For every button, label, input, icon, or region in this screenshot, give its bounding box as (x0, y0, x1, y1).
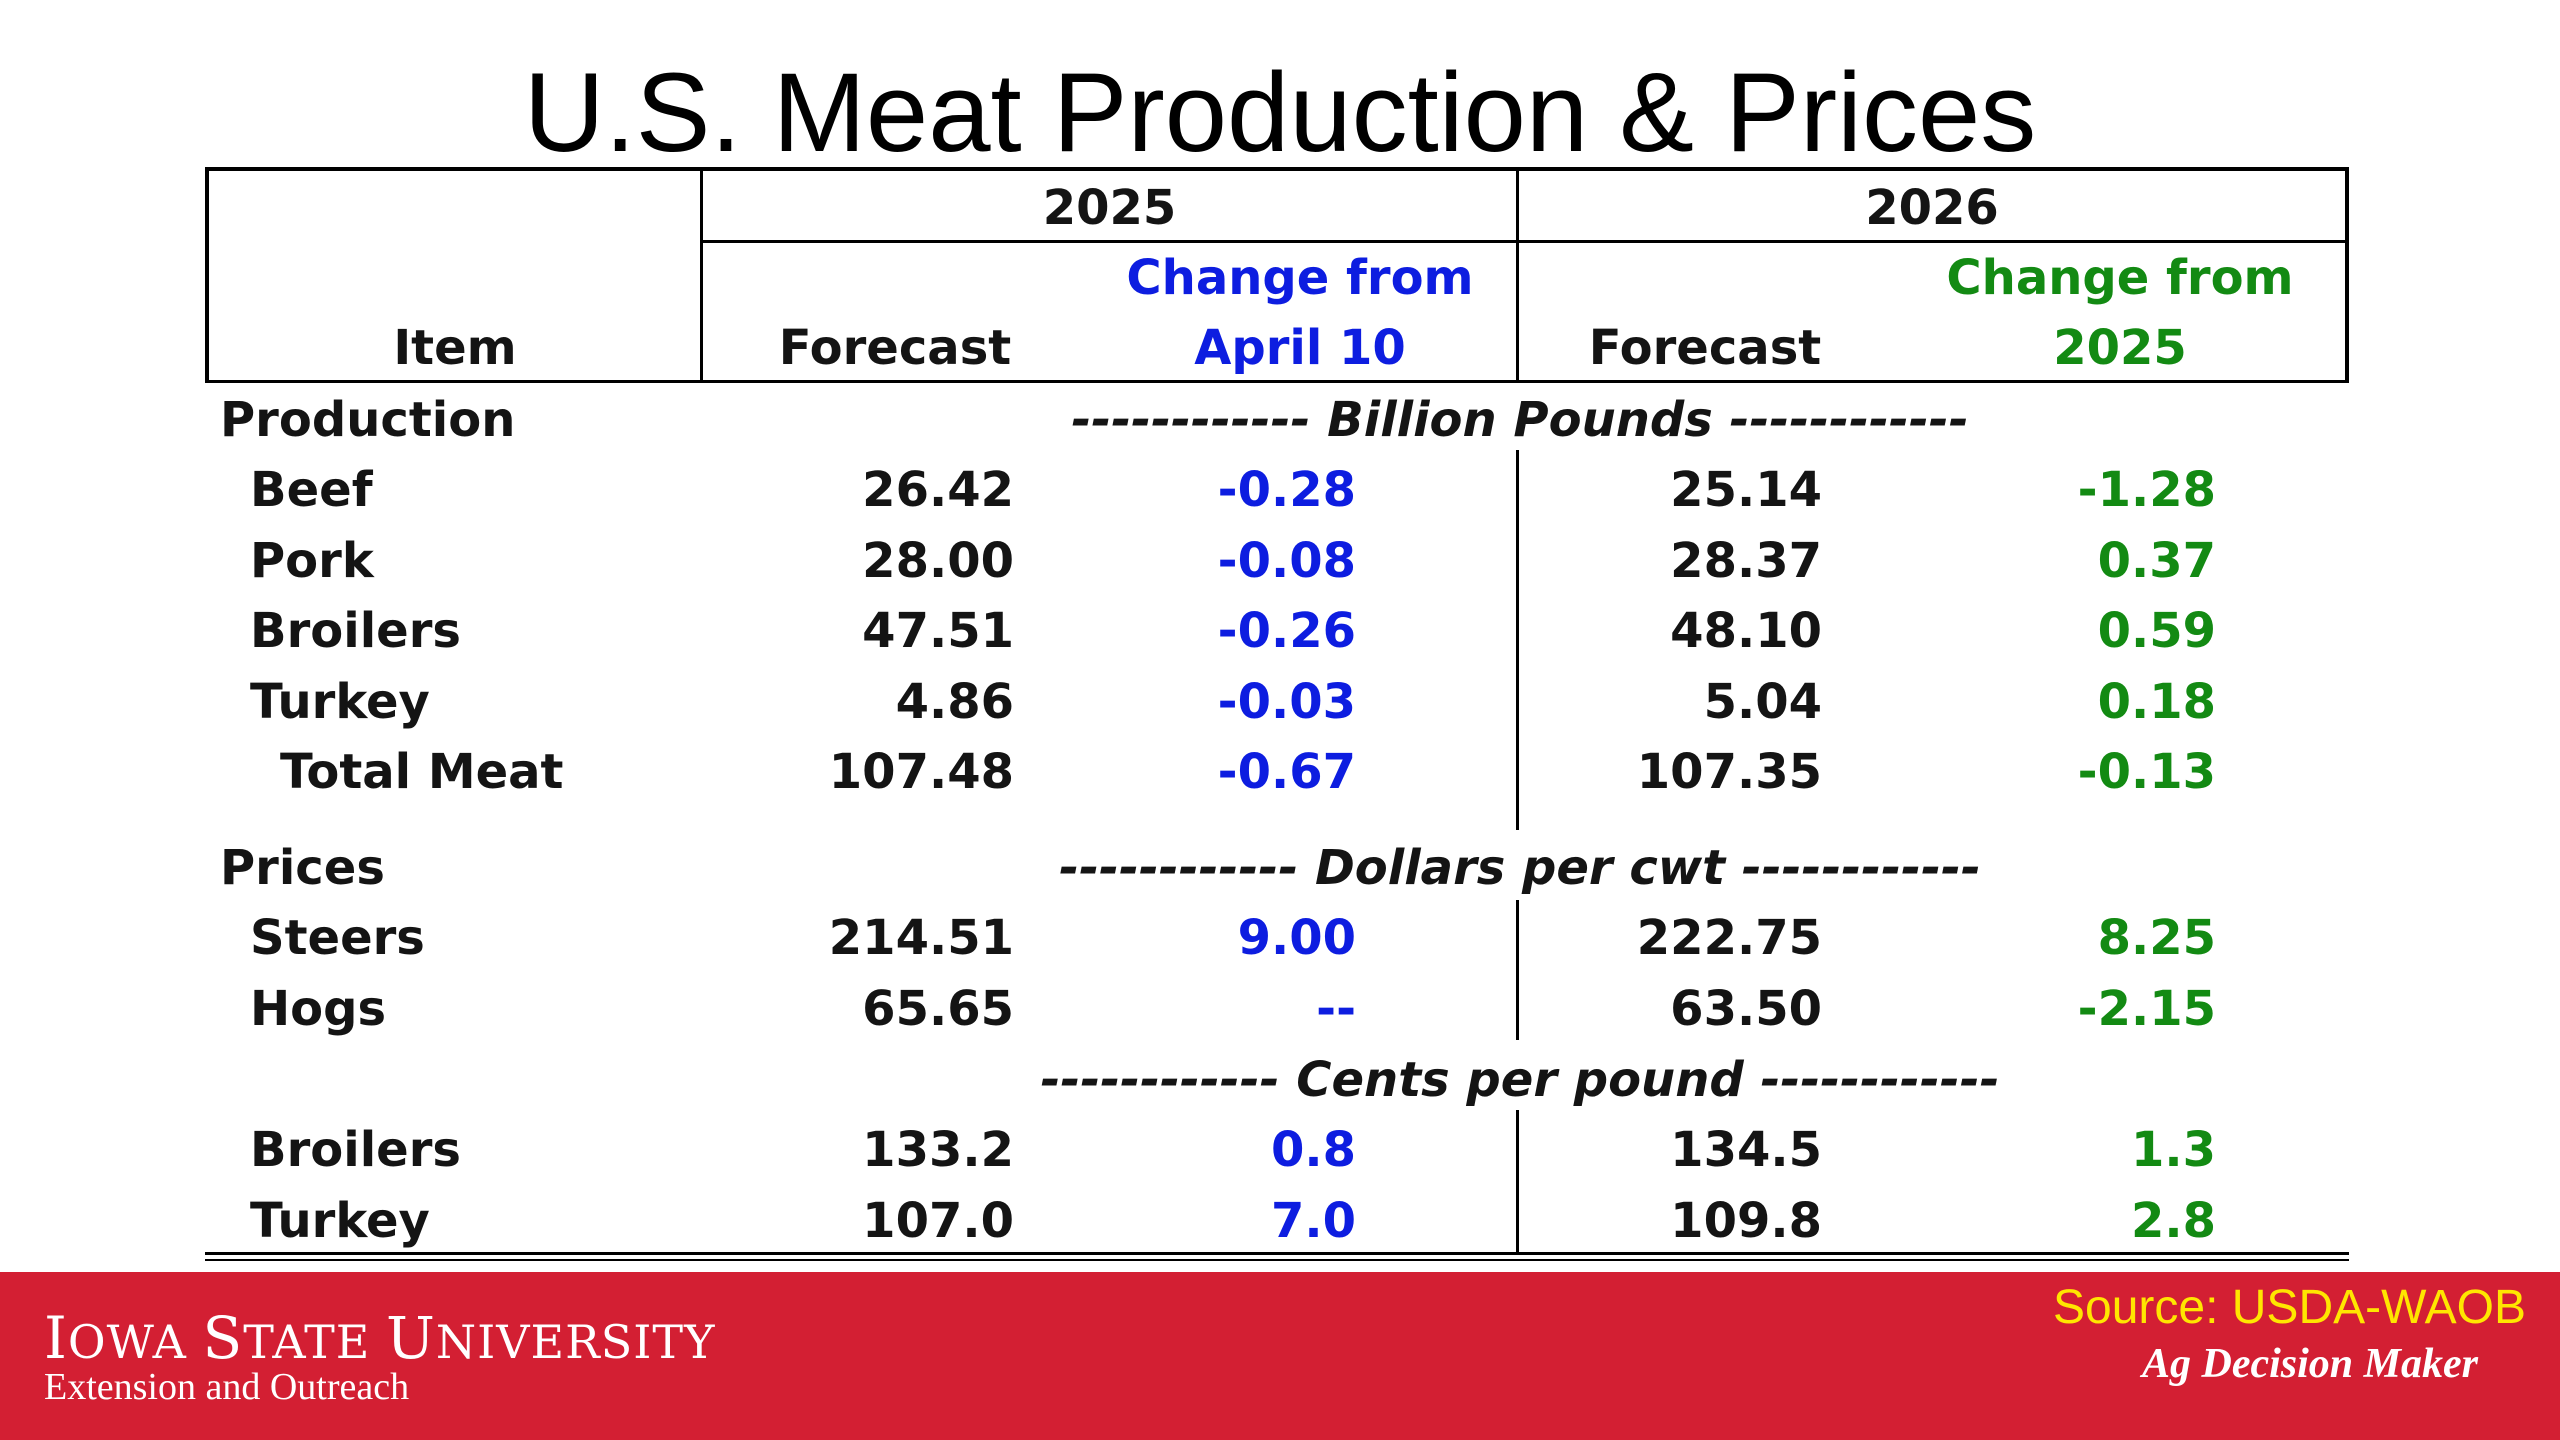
header-year-2025: 2025 (1042, 180, 1177, 236)
row-change-2026: 0.18 (2097, 674, 2216, 730)
header-left-border (205, 167, 209, 383)
row-forecast-2026: 63.50 (1670, 981, 1822, 1037)
header-item: Item (393, 320, 517, 376)
row-change-2025: -- (1316, 981, 1356, 1037)
row-change-2026: -0.13 (2077, 744, 2216, 800)
table-bottom-border-2 (205, 1259, 2349, 1261)
row-change-2026: 2.8 (2130, 1193, 2216, 1249)
section-dollars-unit: ------------ Dollars per cwt -----------… (1059, 840, 1981, 896)
header-divider-years (1516, 167, 1519, 383)
section-prices: Prices (220, 840, 385, 896)
header-right-border (2345, 167, 2349, 383)
table-top-border (205, 167, 2349, 171)
row-change-2025: -0.28 (1217, 462, 1356, 518)
row-forecast-2025: 107.48 (828, 744, 1014, 800)
header-year-2026: 2026 (1865, 180, 1999, 236)
university-name: IOWA STATE UNIVERSITY (44, 1304, 716, 1372)
body-divider-1 (1516, 450, 1519, 830)
row-forecast-2025: 214.51 (828, 910, 1014, 966)
footer-bar: IOWA STATE UNIVERSITY Extension and Outr… (0, 1272, 2560, 1440)
row-item: Beef (250, 462, 373, 518)
row-forecast-2025: 4.86 (895, 674, 1014, 730)
row-item: Pork (250, 533, 374, 589)
header-forecast-2026: Forecast (1588, 320, 1822, 376)
row-change-2025: -0.67 (1217, 744, 1356, 800)
row-forecast-2025: 107.0 (862, 1193, 1014, 1249)
row-change-2026: 8.25 (2097, 910, 2216, 966)
header-change-2026-line1: Change from (1946, 250, 2294, 306)
section-cents-unit: ------------ Cents per pound -----------… (1040, 1052, 2000, 1108)
row-change-2025: 7.0 (1270, 1193, 1356, 1249)
row-forecast-2025: 133.2 (862, 1122, 1014, 1178)
row-change-2025: -0.08 (1217, 533, 1356, 589)
table-bottom-border-1 (205, 1252, 2349, 1255)
row-forecast-2025: 26.42 (862, 462, 1014, 518)
row-forecast-2026: 222.75 (1636, 910, 1822, 966)
row-forecast-2026: 28.37 (1670, 533, 1822, 589)
row-forecast-2026: 5.04 (1703, 674, 1822, 730)
header-change-2025-line2: April 10 (1194, 320, 1406, 376)
row-forecast-2026: 107.35 (1636, 744, 1822, 800)
row-item: Steers (250, 910, 425, 966)
row-item: Total Meat (280, 744, 564, 800)
page-title: U.S. Meat Production & Prices (523, 50, 2037, 175)
row-forecast-2025: 28.00 (862, 533, 1014, 589)
row-item: Turkey (250, 674, 430, 730)
row-change-2025: -0.26 (1217, 603, 1356, 659)
header-bottom-border (205, 380, 2349, 383)
row-item: Broilers (250, 1122, 461, 1178)
body-divider-3 (1516, 1110, 1519, 1254)
row-item: Hogs (250, 981, 387, 1037)
row-item: Broilers (250, 603, 461, 659)
row-forecast-2026: 109.8 (1670, 1193, 1822, 1249)
row-change-2025: -0.03 (1217, 674, 1356, 730)
header-change-2025-line1: Change from (1126, 250, 1474, 306)
row-forecast-2025: 47.51 (862, 603, 1014, 659)
row-forecast-2026: 134.5 (1670, 1122, 1822, 1178)
header-forecast-2025: Forecast (778, 320, 1012, 376)
row-change-2026: 0.59 (2097, 603, 2216, 659)
row-forecast-2025: 65.65 (862, 981, 1014, 1037)
university-extension: Extension and Outreach (44, 1366, 410, 1408)
body-divider-2 (1516, 900, 1519, 1040)
row-forecast-2026: 48.10 (1670, 603, 1822, 659)
row-change-2025: 0.8 (1270, 1122, 1356, 1178)
row-change-2025: 9.00 (1237, 910, 1356, 966)
header-change-2026-line2: 2025 (2053, 320, 2187, 376)
row-change-2026: 1.3 (2130, 1122, 2216, 1178)
row-forecast-2026: 25.14 (1670, 462, 1822, 518)
header-divider-item (700, 167, 703, 383)
program-name: Ag Decision Maker (2142, 1341, 2478, 1387)
section-production-unit: ------------ Billion Pounds ------------ (1071, 392, 1969, 448)
section-production: Production (220, 392, 516, 448)
source-credit: Source: USDA-WAOB (2053, 1281, 2526, 1334)
row-change-2026: -1.28 (2077, 462, 2216, 518)
row-change-2026: 0.37 (2097, 533, 2216, 589)
row-item: Turkey (250, 1193, 430, 1249)
row-change-2026: -2.15 (2077, 981, 2216, 1037)
header-year-underline (700, 240, 2349, 243)
